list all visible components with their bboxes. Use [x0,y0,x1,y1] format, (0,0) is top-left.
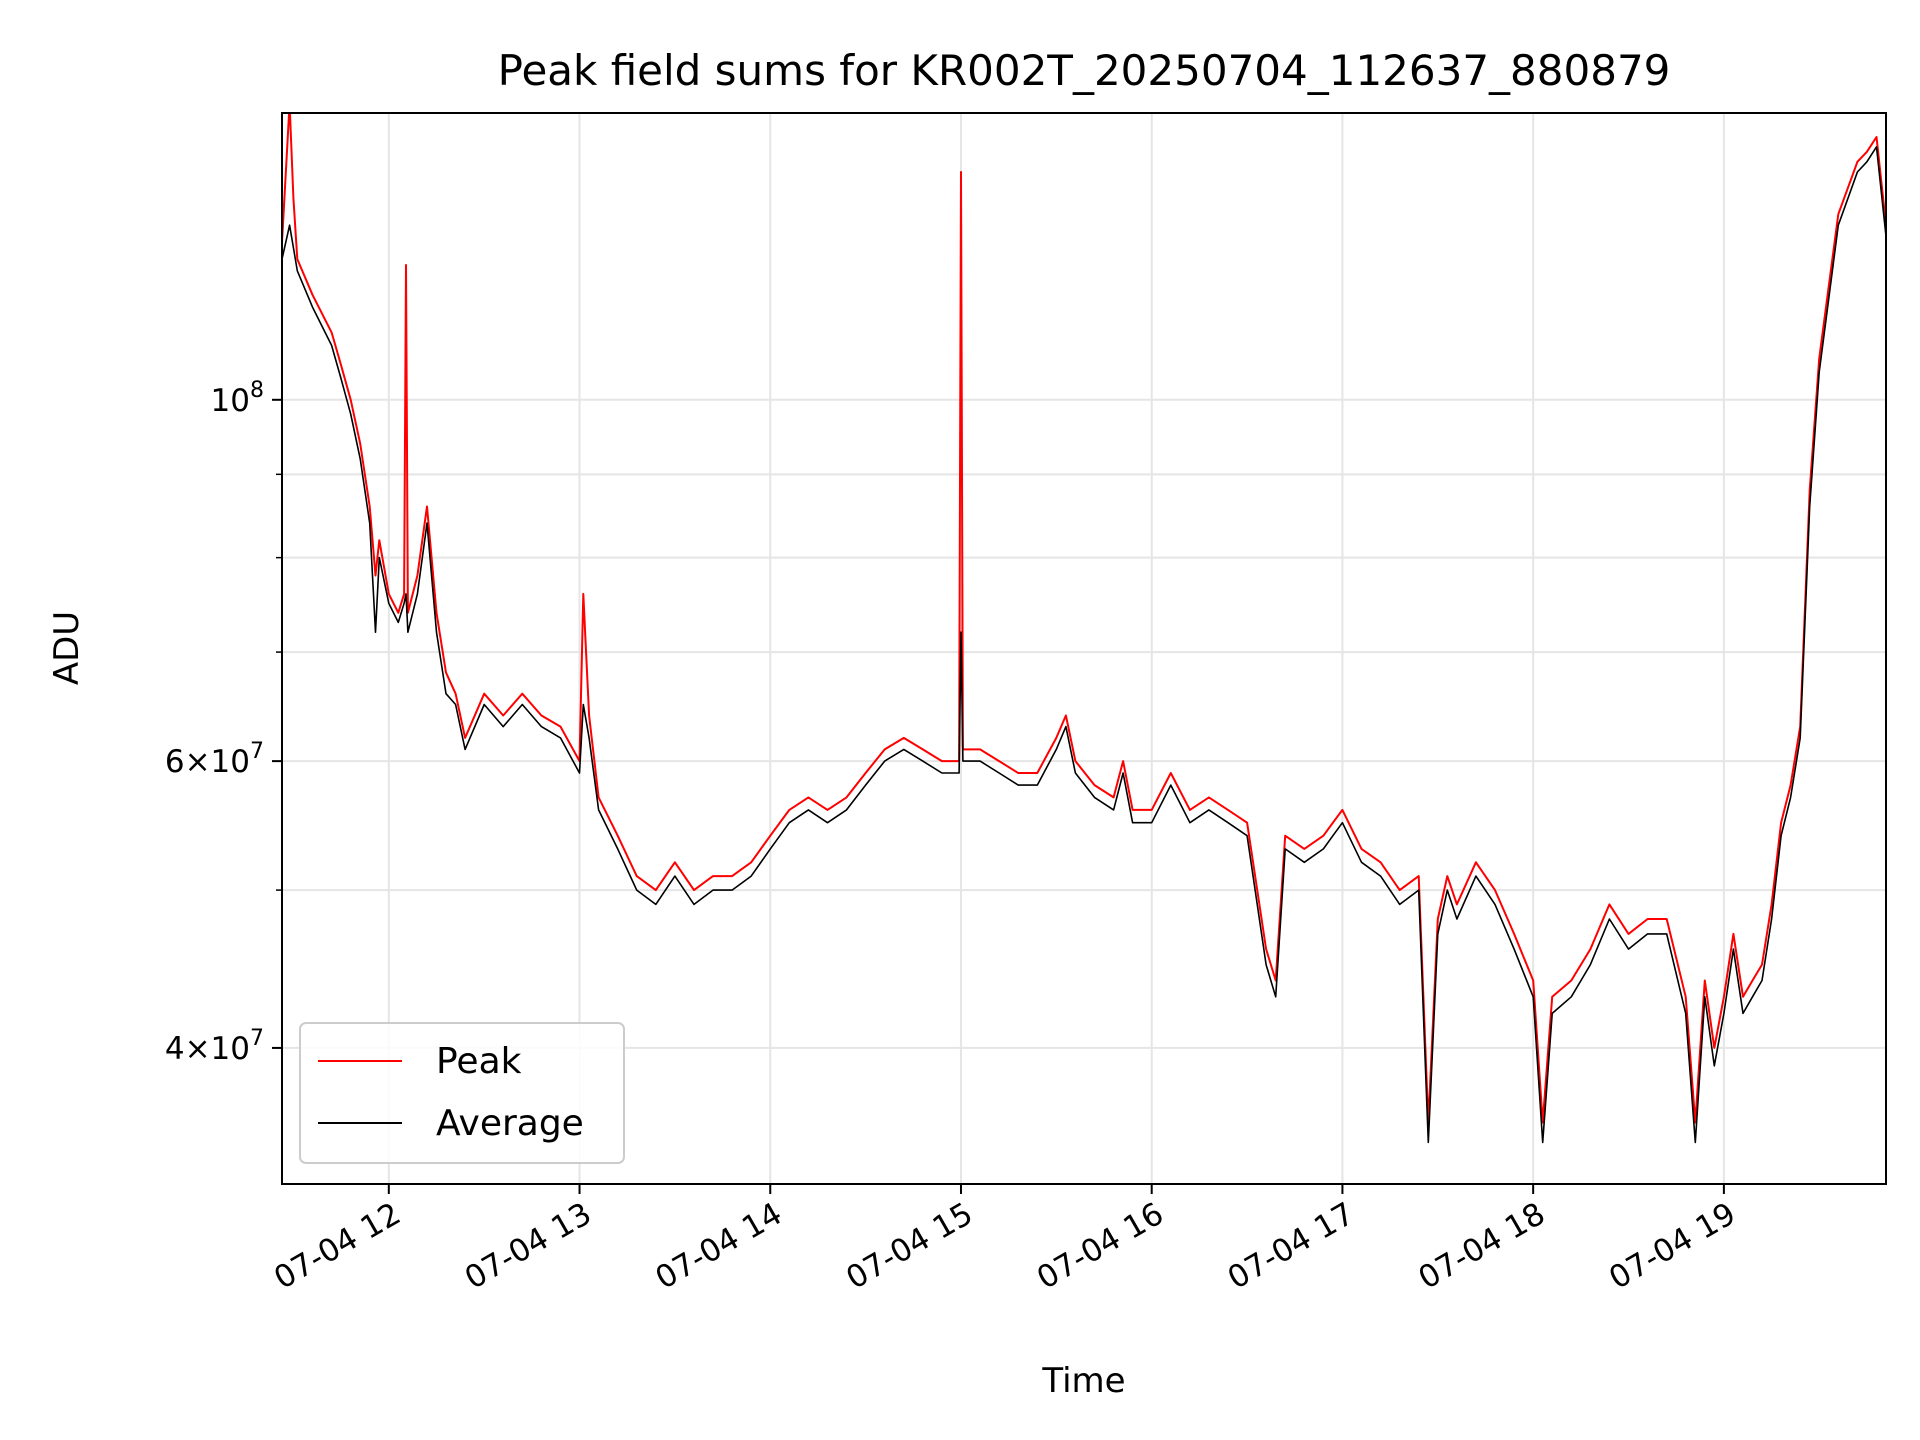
chart-title: Peak field sums for KR002T_20250704_1126… [498,46,1671,95]
y-tick-label: 4×107 [165,1026,264,1067]
series-line-peak [282,113,1886,1124]
legend-label-average: Average [436,1103,584,1144]
legend-label-peak: Peak [436,1041,522,1082]
y-tick-label: 6×107 [165,739,264,780]
legend: Peak Average [299,1022,625,1164]
grid [282,113,1886,1184]
y-axis-label: ADU [47,611,87,685]
plot-area [282,113,1886,1144]
x-axis-label: Time [1041,1361,1125,1401]
legend-box [299,1022,625,1164]
plot-frame [281,112,1887,1185]
series-line-average [282,146,1886,1144]
